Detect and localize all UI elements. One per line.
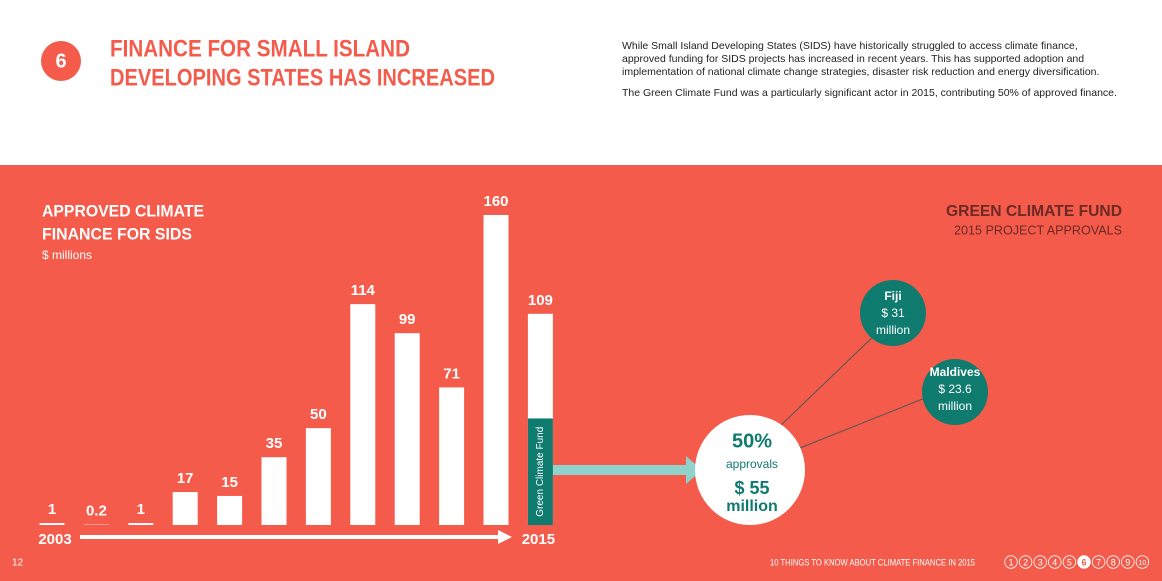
section-number: 6 — [55, 50, 66, 72]
page-link: 9 — [1125, 557, 1130, 567]
page-link: 4 — [1052, 557, 1057, 567]
value-label: 71 — [443, 365, 460, 382]
value-label: 114 — [351, 282, 376, 299]
country-unit: million — [876, 323, 910, 337]
page-number: 12 — [12, 558, 24, 569]
value-label: 1 — [48, 501, 56, 518]
footer-text: 10 THINGS TO KNOW ABOUT CLIMATE FINANCE … — [770, 557, 975, 567]
chart-subtitle: $ millions — [42, 248, 92, 262]
gcf-amount: $ 55 — [734, 478, 769, 498]
value-label: 17 — [177, 470, 194, 487]
page-dot — [1077, 555, 1091, 569]
bar — [394, 333, 420, 525]
gcf-total-circle — [695, 415, 805, 525]
bar — [350, 304, 376, 525]
country-circle — [922, 359, 988, 425]
country-unit: million — [938, 399, 972, 413]
highlight-label: Green Climate Fund — [535, 427, 546, 517]
gcf-arrowhead — [686, 456, 702, 484]
connector — [799, 397, 926, 449]
highlight-segment — [527, 418, 553, 525]
gcf-label: approvals — [726, 457, 778, 471]
value-label: 109 — [528, 292, 553, 309]
bar — [128, 523, 154, 525]
chart-title: APPROVED CLIMATE — [42, 201, 204, 220]
bar — [305, 428, 331, 525]
country-circle — [860, 280, 926, 346]
page-title: FINANCE FOR SMALL ISLAND — [110, 35, 410, 62]
page-dot — [1135, 555, 1150, 569]
bar — [172, 492, 198, 525]
page-dot — [1033, 555, 1047, 569]
gcf-unit: million — [726, 498, 778, 515]
value-label: 50 — [310, 406, 327, 423]
page-link: 3 — [1038, 557, 1043, 567]
country-amount: $ 23.6 — [938, 382, 972, 396]
value-label: 1 — [137, 501, 145, 518]
bar — [217, 495, 243, 525]
value-label: 160 — [483, 193, 508, 210]
timeline-arrowhead — [498, 530, 512, 544]
page-title: DEVELOPING STATES HAS INCREASED — [110, 64, 495, 91]
x-tick-label: 2003 — [38, 531, 71, 548]
page-dot — [1091, 555, 1106, 569]
page-link: 10 — [1139, 560, 1147, 567]
gcf-title: GREEN CLIMATE FUND — [946, 203, 1122, 220]
page-link: 7 — [1096, 557, 1101, 567]
value-label: 0.2 — [86, 503, 107, 520]
value-label: 15 — [221, 474, 238, 491]
page-dot — [1004, 555, 1018, 569]
page-dot — [1018, 555, 1033, 569]
country-name: Maldives — [930, 365, 981, 379]
paragraph: While Small Island Developing States (SI… — [622, 40, 1100, 78]
page-link: 2 — [1023, 557, 1028, 567]
value-label: 35 — [266, 435, 283, 452]
value-label: 99 — [399, 311, 416, 328]
gcf-arrow — [553, 465, 688, 475]
page-link: 6 — [1081, 557, 1086, 567]
intro: While Small Island Developing States (SI… — [622, 40, 1122, 108]
page-link: 8 — [1111, 557, 1116, 567]
bar — [439, 387, 465, 525]
chart-title: FINANCE FOR SIDS — [42, 224, 192, 243]
page-dot — [1121, 555, 1135, 569]
section-badge — [41, 41, 81, 81]
x-tick-label: 2015 — [522, 531, 555, 548]
bar — [261, 457, 287, 525]
connector — [777, 329, 881, 429]
page-dot — [1106, 555, 1120, 569]
country-amount: $ 31 — [881, 306, 905, 320]
page-dot — [1062, 555, 1077, 569]
bar — [483, 215, 509, 525]
paragraph: The Green Climate Fund was a particularl… — [622, 87, 1117, 99]
gcf-subtitle: 2015 PROJECT APPROVALS — [954, 222, 1122, 237]
page-dot — [1048, 555, 1062, 569]
gcf-share: 50% — [732, 430, 772, 452]
page-link: 1 — [1008, 557, 1013, 567]
bar — [39, 523, 65, 525]
page-link: 5 — [1067, 557, 1072, 567]
country-name: Fiji — [884, 289, 901, 303]
